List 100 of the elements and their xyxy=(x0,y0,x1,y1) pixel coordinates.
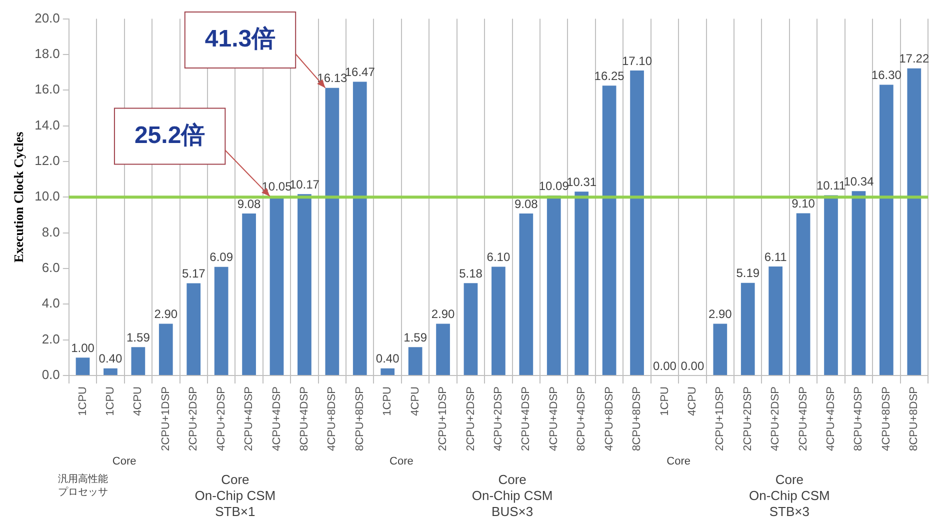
y-tick-label: 6.0 xyxy=(42,260,60,276)
bar xyxy=(214,266,228,375)
x-tick-label: 4CPU+2DSP xyxy=(215,386,228,452)
x-tick-label: 8CPU+4DSP xyxy=(298,386,310,452)
bar xyxy=(464,283,478,375)
y-tick-label: 0.0 xyxy=(42,367,60,382)
bar xyxy=(824,195,838,375)
bar xyxy=(796,213,810,375)
x-tick-label: 2CPU+4DSP xyxy=(243,386,256,452)
annotation: 41.3倍 xyxy=(204,26,276,53)
bar xyxy=(408,347,422,375)
bar xyxy=(519,214,534,375)
data-label: 0.00 xyxy=(680,358,704,373)
x-tick-label: 4CPU+2DSP xyxy=(492,386,504,452)
x-tick-label: 4CPU+8DSP xyxy=(880,386,892,452)
bar xyxy=(852,191,866,375)
data-label: 1.59 xyxy=(126,330,150,344)
text: 汎用高性能プロセッサ xyxy=(58,472,108,498)
x-tick-label: 1CPU xyxy=(104,386,116,416)
text: Core xyxy=(666,456,691,468)
bar xyxy=(76,358,90,375)
bar xyxy=(492,266,506,375)
y-tick-label: 12.0 xyxy=(34,153,60,168)
x-tick-label: 2CPU+4DSP xyxy=(520,386,532,452)
data-label: 0.40 xyxy=(98,352,122,366)
x-tick-label: 4CPU+8DSP xyxy=(326,386,338,452)
y-tick-label: 18.0 xyxy=(34,46,60,62)
bar xyxy=(713,324,728,375)
y-tick-label: 4.0 xyxy=(42,296,60,311)
data-label: 2.90 xyxy=(154,307,178,322)
bar xyxy=(574,192,589,375)
data-label: 2.90 xyxy=(431,307,456,322)
data-label: 6.09 xyxy=(210,250,234,264)
x-tick-label: 2CPU+4DSP xyxy=(797,386,810,452)
data-label: 9.10 xyxy=(792,196,816,211)
data-label: 1.59 xyxy=(404,330,428,344)
data-label: 17.10 xyxy=(622,54,652,68)
data-label: 5.18 xyxy=(459,266,483,280)
x-tick-label: 1CPU xyxy=(658,386,671,416)
data-label: 1.00 xyxy=(71,340,95,355)
bar xyxy=(436,324,450,375)
text: Core xyxy=(112,456,136,468)
bar xyxy=(602,86,616,375)
y-tick-label: 20.0 xyxy=(34,10,60,26)
bar xyxy=(186,283,201,375)
x-tick-label: 8CPU+4DSP xyxy=(576,386,588,452)
bar xyxy=(630,70,644,375)
data-label: 2.90 xyxy=(708,307,732,322)
y-tick-label: 8.0 xyxy=(42,224,60,240)
data-label: 9.08 xyxy=(237,196,262,211)
bar xyxy=(380,368,395,375)
bar xyxy=(768,266,783,375)
data-label: 0.00 xyxy=(653,358,677,373)
x-tick-label: 1CPU xyxy=(382,386,394,416)
data-label: 17.22 xyxy=(899,52,930,66)
y-tick-label: 10.0 xyxy=(34,188,60,204)
y-tick-label: 14.0 xyxy=(34,117,60,132)
x-tick-label: 2CPU+2DSP xyxy=(464,386,477,452)
data-label: 16.25 xyxy=(594,68,625,83)
data-label: 5.17 xyxy=(182,266,206,281)
bar xyxy=(298,194,312,375)
data-label: 6.11 xyxy=(764,250,788,264)
x-tick-label: 4CPU+4DSP xyxy=(825,386,838,452)
bar xyxy=(242,214,256,375)
x-tick-label: 1CPU xyxy=(76,386,89,416)
bar xyxy=(880,84,894,375)
annotation: 25.2倍 xyxy=(134,122,206,149)
bar xyxy=(158,324,173,375)
x-tick-label: 4CPU+4DSP xyxy=(270,386,283,452)
y-axis-title: Execution Clock Cycles xyxy=(11,132,26,263)
x-tick-label: 8CPU+8DSP xyxy=(354,386,366,452)
bar xyxy=(907,68,922,375)
x-tick-label: 4CPU xyxy=(686,386,698,416)
bar xyxy=(546,196,561,375)
bar xyxy=(131,347,146,375)
x-tick-label: 4CPU xyxy=(132,386,144,416)
bar xyxy=(104,368,118,375)
x-tick-label: 4CPU+4DSP xyxy=(548,386,560,452)
text: Core xyxy=(390,456,414,468)
x-tick-label: 2CPU+2DSP xyxy=(188,386,200,452)
bar xyxy=(325,88,340,375)
bar xyxy=(740,282,755,375)
data-label: 10.34 xyxy=(844,174,874,188)
x-tick-label: 4CPU+8DSP xyxy=(603,386,616,452)
x-tick-label: 2CPU+1DSP xyxy=(437,386,450,452)
x-tick-label: 2CPU+1DSP xyxy=(714,386,726,452)
x-tick-label: 2CPU+2DSP xyxy=(742,386,754,452)
text: Core On-Chip CSM BUS×3 xyxy=(472,472,553,520)
data-label: 16.30 xyxy=(871,68,902,82)
x-tick-label: 2CPU+1DSP xyxy=(160,386,172,452)
y-tick-label: 2.0 xyxy=(42,331,60,346)
x-tick-label: 8CPU+8DSP xyxy=(631,386,644,452)
data-label: 6.10 xyxy=(486,250,510,264)
data-label: 10.11 xyxy=(816,178,846,192)
data-label: 0.40 xyxy=(376,352,400,366)
x-tick-label: 8CPU+4DSP xyxy=(852,386,865,452)
y-tick-label: 16.0 xyxy=(34,82,60,97)
x-tick-label: 4CPU+2DSP xyxy=(770,386,782,452)
bar xyxy=(352,82,367,375)
data-label: 9.08 xyxy=(514,196,538,211)
